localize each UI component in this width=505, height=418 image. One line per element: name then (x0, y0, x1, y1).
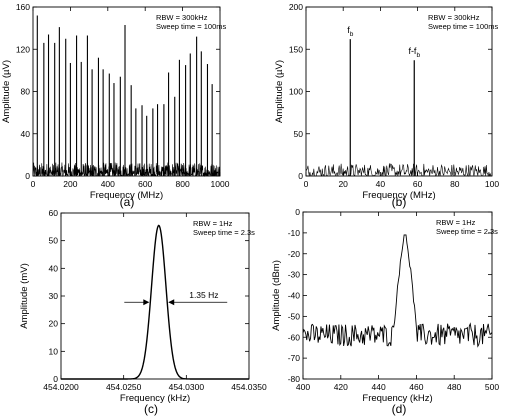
x-tick-label: 460 (409, 382, 423, 392)
plot-frame (302, 211, 493, 380)
panel-caption: (d) (392, 402, 407, 416)
rbw-annotation: RBW = 1Hz (436, 218, 476, 227)
y-tick-label: -60 (288, 332, 301, 342)
sweep-annotation: Sweep time = 2.3s (193, 228, 255, 237)
x-tick-label: 454.0200 (43, 382, 79, 392)
y-tick-label: -70 (288, 353, 301, 363)
x-tick-label: 454.0250 (106, 382, 142, 392)
x-tick-label: 500 (485, 382, 499, 392)
y-tick-label: -30 (288, 270, 301, 280)
y-axis-title: Amplitude (dBm) (271, 260, 282, 331)
y-axis-title: Amplitude (mV) (19, 263, 30, 328)
arrowhead (143, 299, 150, 306)
x-tick-label: 440 (372, 382, 386, 392)
y-tick-label: 50 (49, 236, 59, 246)
y-tick-label: 20 (49, 319, 59, 329)
x-tick-label: 454.0300 (169, 382, 205, 392)
x-tick-label: 600 (138, 179, 152, 189)
sweep-annotation: Sweep time = 100ms (156, 22, 226, 31)
y-tick-label: 120 (16, 44, 30, 54)
peak-label: fb (347, 25, 354, 38)
y-tick-label: 30 (49, 291, 59, 301)
x-axis-title: Frequency (MHz) (90, 190, 163, 201)
rbw-annotation: RBW = 1Hz (193, 219, 233, 228)
x-axis-title: Frequency (kHz) (120, 393, 190, 404)
plot-frame (305, 6, 493, 177)
x-tick-label: 454.0350 (231, 382, 267, 392)
x-tick-label: 0 (31, 179, 36, 189)
peak-label: f-fb (408, 46, 420, 59)
y-tick-label: 40 (49, 263, 59, 273)
y-tick-label: 200 (289, 2, 303, 12)
panel-c: 1.35 Hz 454.0200 454.0250 454.0300 454.0350 0… (19, 208, 267, 416)
noise-trace (305, 163, 492, 177)
x-tick-label: 100 (485, 179, 499, 189)
y-tick-label: 150 (289, 44, 303, 54)
plot-frame (60, 212, 250, 380)
y-tick-label: 100 (289, 87, 303, 97)
y-tick-label: 0 (295, 207, 300, 217)
y-tick-label: 60 (49, 208, 59, 218)
panel-caption: (b) (392, 195, 407, 209)
x-tick-label: 400 (296, 382, 310, 392)
y-tick-label: 10 (49, 346, 59, 356)
rbw-annotation: RBW = 300kHz (428, 13, 480, 22)
arrowhead (168, 299, 175, 306)
x-tick-label: 200 (63, 179, 77, 189)
panel-d: 400 420 440 460 480 500 0 -10 -20 -30 -40 -50 -60 -70… (271, 207, 499, 416)
spectrum-trace (302, 234, 493, 348)
plot-frame (32, 6, 221, 177)
fwhm-label: 1.35 Hz (189, 290, 218, 300)
sweep-annotation: Sweep time = 100ms (428, 22, 498, 31)
x-tick-label: 1000 (211, 179, 230, 189)
panel-caption: (a) (120, 195, 135, 209)
panel-a: 0 200 400 600 800 1000 0 40 80 120 160 Frequency (M… (1, 2, 230, 209)
x-tick-label: 40 (376, 179, 386, 189)
y-tick-label: -50 (288, 311, 301, 321)
x-tick-label: 80 (450, 179, 460, 189)
x-tick-label: 480 (447, 382, 461, 392)
x-axis-title: Frequency (kHz) (362, 393, 432, 404)
rbw-annotation: RBW = 300kHz (156, 13, 208, 22)
y-tick-label: 40 (21, 129, 31, 139)
y-tick-label: 80 (21, 87, 31, 97)
y-tick-label: 160 (16, 2, 30, 12)
x-tick-label: 800 (176, 179, 190, 189)
panel-b: fb f-fb 0 20 40 60 80 100 0 50 100 150 200 Frequency … (274, 2, 499, 209)
y-tick-label: -20 (288, 249, 301, 259)
panel-caption: (c) (144, 402, 158, 416)
x-axis-title: Frequency (MHz) (362, 190, 435, 201)
y-tick-label: -10 (288, 228, 301, 238)
x-tick-label: 0 (304, 179, 309, 189)
y-tick-label: -40 (288, 291, 301, 301)
y-axis-title: Amplitude (µV) (274, 60, 285, 123)
y-tick-label: 0 (298, 171, 303, 181)
x-tick-label: 60 (413, 179, 423, 189)
y-tick-label: 0 (53, 374, 58, 384)
x-tick-label: 420 (334, 382, 348, 392)
sweep-annotation: Sweep time = 2.3s (436, 227, 498, 236)
y-tick-label: 50 (294, 129, 304, 139)
y-tick-label: 0 (25, 171, 30, 181)
noise-trace (32, 162, 221, 178)
x-tick-label: 20 (338, 179, 348, 189)
x-tick-label: 400 (101, 179, 115, 189)
y-tick-label: -80 (288, 374, 301, 384)
y-axis-title: Amplitude (µV) (1, 60, 12, 123)
